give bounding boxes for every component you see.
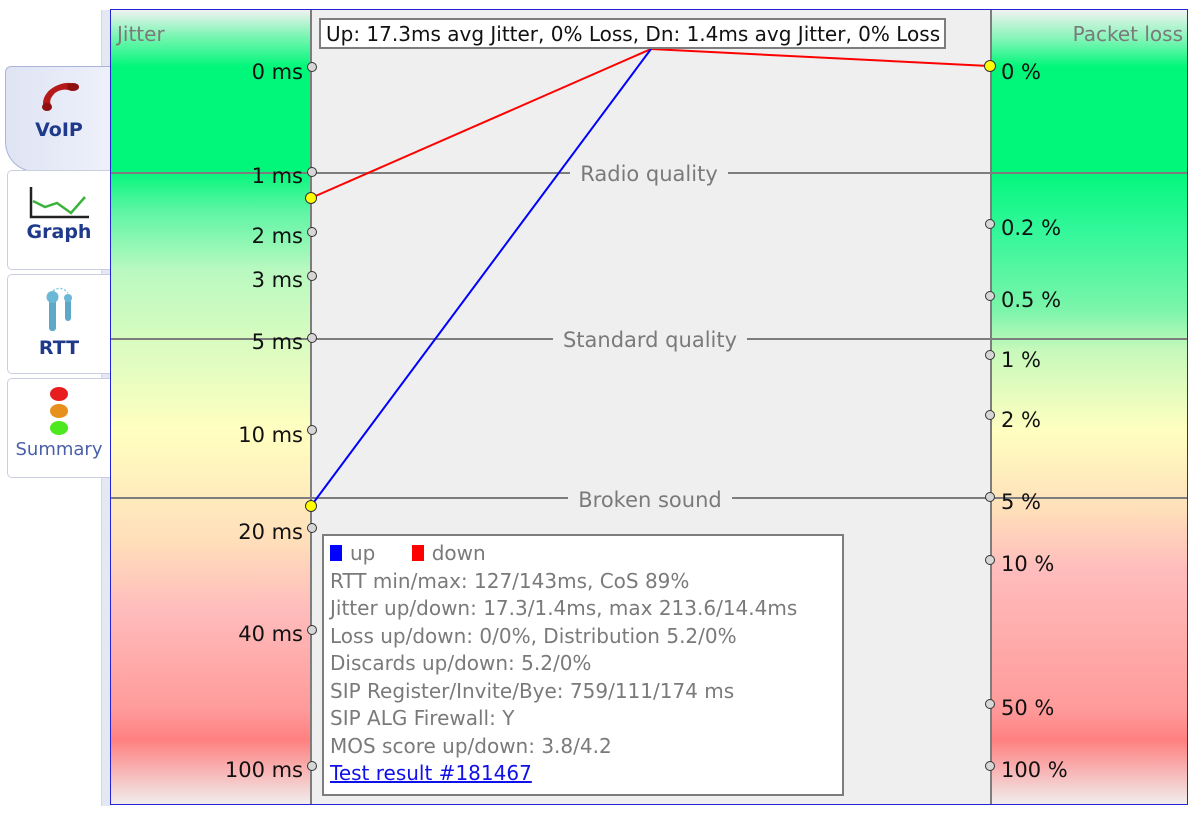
jitter-axis [310,10,312,804]
jitter-tick-dot [307,333,317,343]
phone-icon [6,79,112,113]
loss-tick: 1 % [1001,348,1041,372]
jitter-tick-dot [307,425,317,435]
legend: up down [330,540,836,568]
jitter-tick-dot [307,761,317,771]
zone-radio-quality: Radio quality [111,162,1187,186]
voip-chart: Jitter Packet loss Radio quality Standar… [110,9,1188,805]
loss-tick-dot [985,291,995,301]
info-loss: Loss up/down: 0/0%, Distribution 5.2/0% [330,623,737,648]
loss-tick: 0.2 % [1001,216,1062,240]
legend-down-label: down [431,541,486,565]
up-jitter-point [305,500,317,512]
jitter-title: Jitter [117,22,165,46]
info-mos: MOS score up/down: 3.8/4.2 [330,733,612,758]
test-result-link[interactable]: Test result #181467 [330,761,532,785]
loss-tick: 10 % [1001,552,1055,576]
info-sip-alg: SIP ALG Firewall: Y [330,706,515,730]
loss-tick-dot [985,761,995,771]
jitter-tick-dot [307,271,317,281]
legend-down-swatch [411,545,424,561]
tab-voip-label: VoIP [35,119,83,141]
jitter-tick-dot [307,62,317,72]
tab-voip[interactable]: VoIP [5,66,112,172]
info-discards: Discards up/down: 5.2/0% [330,651,592,675]
tab-summary-label: Summary [15,439,103,460]
loss-point [984,60,996,72]
loss-tick: 0.5 % [1001,288,1062,312]
info-sip-timing: SIP Register/Invite/Bye: 759/111/174 ms [330,678,735,703]
loss-tick: 5 % [1001,490,1041,514]
jitter-tick: 3 ms [251,268,303,292]
loss-tick-dot [985,410,995,420]
antenna-icon [8,287,110,333]
legend-up-label: up [350,541,376,565]
tab-graph-label: Graph [26,221,92,243]
down-loss-line [650,48,990,67]
info-rtt: RTT min/max: 127/143ms, CoS 89% [330,568,690,593]
loss-tick: 100 % [1001,758,1068,782]
loss-tick-dot [985,219,995,229]
jitter-tick: 2 ms [251,224,303,248]
info-jitter: Jitter up/down: 17.3/1.4ms, max 213.6/14… [330,596,798,620]
jitter-tick-dot [307,625,317,635]
up-jitter-line [310,48,652,507]
loss-tick: 0 % [1001,60,1041,84]
loss-tick-dot [985,492,995,502]
jitter-tick: 5 ms [251,330,303,354]
jitter-gradient [111,10,311,804]
loss-tick: 2 % [1001,408,1041,432]
loss-tick-dot [985,555,995,565]
jitter-tick: 1 ms [251,164,303,188]
packet-loss-title: Packet loss [1072,22,1183,46]
jitter-tick-dot [307,167,317,177]
loss-tick-dot [985,699,995,709]
jitter-tick-dot [307,523,317,533]
summary-label: Up: 17.3ms avg Jitter, 0% Loss, Dn: 1.4m… [319,18,947,49]
jitter-tick: 40 ms [238,622,303,646]
packet-loss-gradient [991,10,1187,804]
jitter-tick: 10 ms [238,423,303,447]
info-box: up down RTT min/max: 127/143ms, CoS 89% … [322,534,844,796]
down-jitter-line [310,48,652,199]
tab-rtt-label: RTT [38,337,80,359]
loss-tick-dot [985,350,995,360]
traffic-light-icon [8,385,110,437]
jitter-tick: 100 ms [224,758,303,782]
series-lines [310,48,990,507]
down-jitter-point [305,192,317,204]
tab-rtt[interactable]: RTT [7,274,110,374]
zone-broken-sound: Broken sound [111,488,1187,512]
tab-bar: VoIP Graph RTT Summary [0,0,112,814]
line-graph-icon [8,185,110,221]
jitter-tick-dot [307,227,317,237]
legend-up-swatch [330,545,342,561]
packet-loss-axis [990,10,992,804]
jitter-tick: 0 ms [251,60,303,84]
tab-summary[interactable]: Summary [7,378,110,478]
loss-tick: 50 % [1001,696,1055,720]
jitter-tick: 20 ms [238,520,303,544]
jitter-column: Jitter [111,10,311,804]
tab-graph[interactable]: Graph [7,170,110,270]
zone-standard-quality: Standard quality [111,328,1187,352]
packet-loss-column: Packet loss [991,10,1187,804]
